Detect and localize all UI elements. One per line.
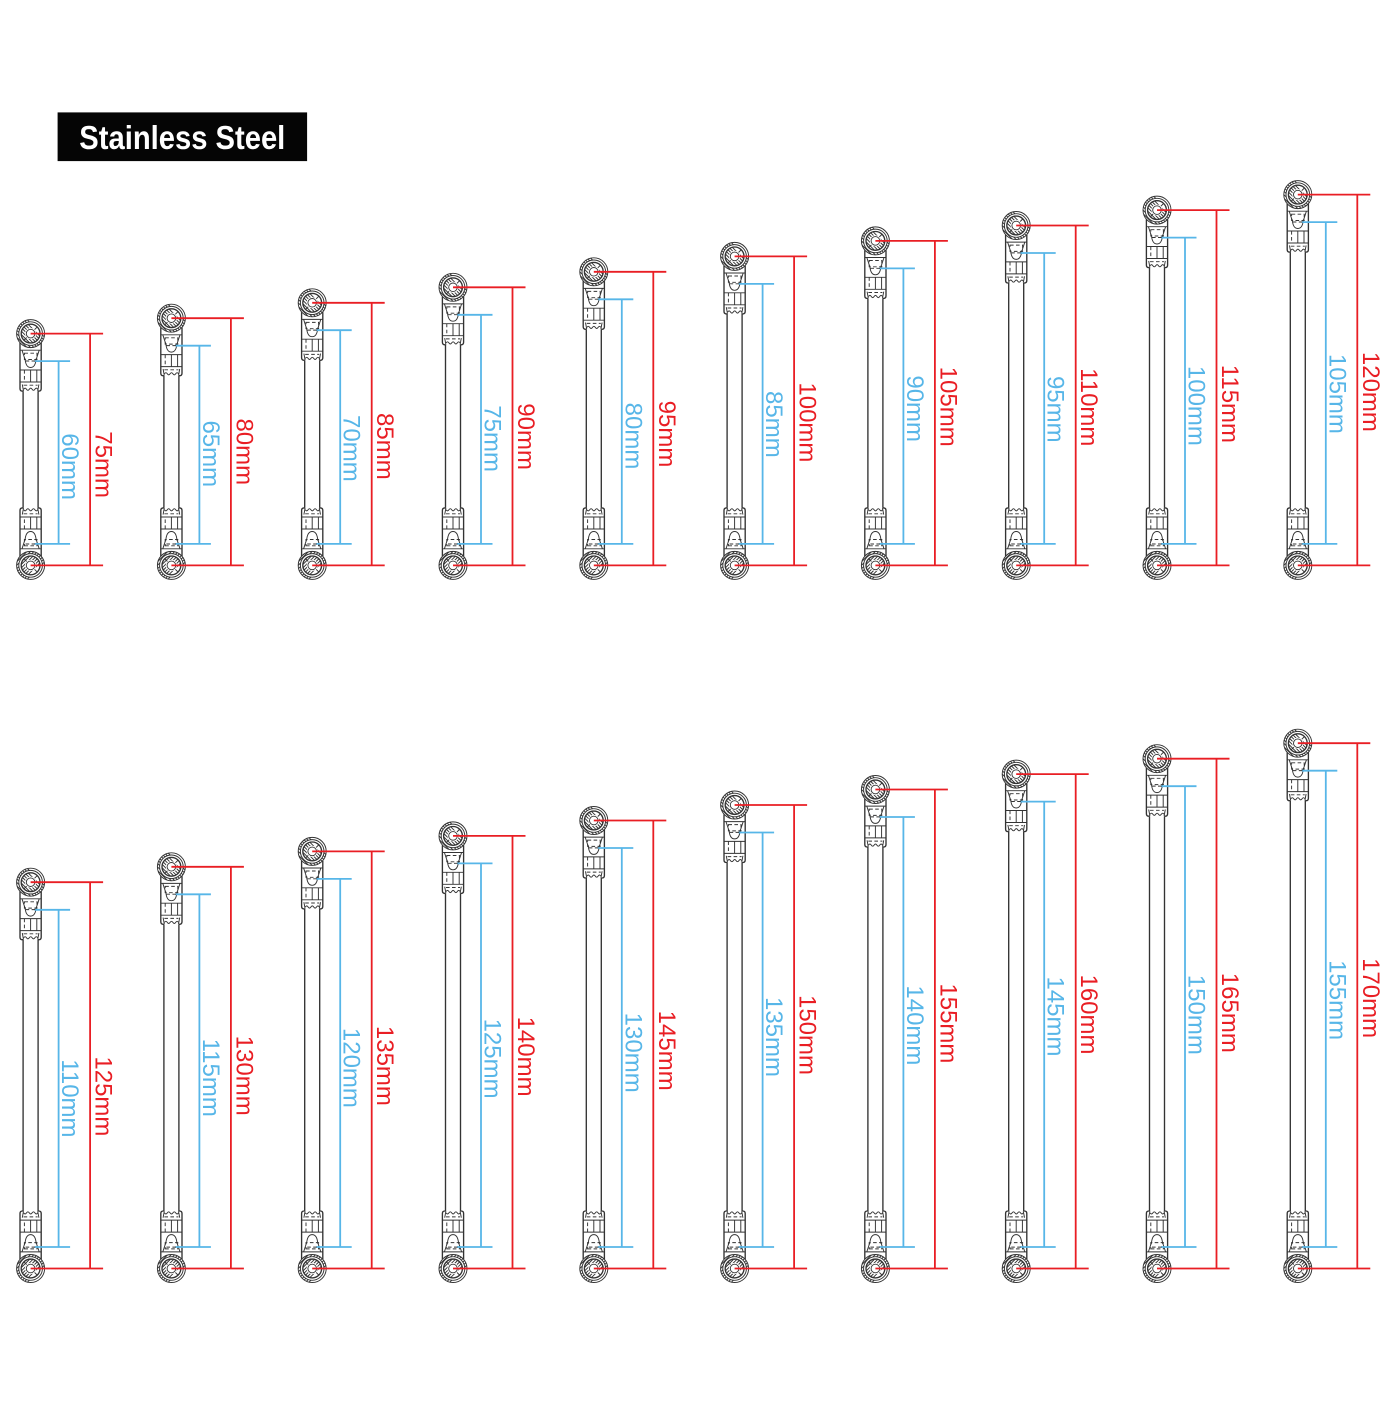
- svg-text:65mm: 65mm: [197, 420, 224, 487]
- svg-text:110mm: 110mm: [1075, 368, 1102, 446]
- svg-text:100mm: 100mm: [1183, 366, 1210, 446]
- svg-text:150mm: 150mm: [794, 995, 821, 1075]
- svg-text:105mm: 105mm: [934, 367, 961, 447]
- svg-text:165mm: 165mm: [1216, 973, 1243, 1053]
- svg-text:155mm: 155mm: [1323, 960, 1350, 1040]
- svg-text:135mm: 135mm: [760, 997, 787, 1077]
- svg-text:60mm: 60mm: [56, 433, 83, 500]
- svg-text:115mm: 115mm: [197, 1039, 224, 1117]
- svg-text:80mm: 80mm: [619, 403, 646, 470]
- svg-text:80mm: 80mm: [230, 418, 257, 485]
- svg-text:90mm: 90mm: [512, 403, 539, 470]
- svg-text:135mm: 135mm: [371, 1026, 398, 1106]
- svg-text:Stainless Steel: Stainless Steel: [79, 119, 285, 156]
- svg-text:130mm: 130mm: [619, 1013, 646, 1093]
- svg-text:145mm: 145mm: [653, 1011, 680, 1091]
- svg-text:90mm: 90mm: [901, 375, 928, 442]
- svg-text:125mm: 125mm: [479, 1019, 506, 1099]
- svg-text:85mm: 85mm: [760, 391, 787, 458]
- svg-text:100mm: 100mm: [794, 382, 821, 462]
- svg-text:95mm: 95mm: [1042, 376, 1069, 443]
- svg-text:120mm: 120mm: [1357, 352, 1384, 432]
- svg-text:160mm: 160mm: [1075, 974, 1102, 1054]
- svg-text:140mm: 140mm: [512, 1017, 539, 1097]
- svg-text:95mm: 95mm: [653, 401, 680, 468]
- svg-text:70mm: 70mm: [338, 415, 365, 482]
- svg-text:110mm: 110mm: [56, 1059, 83, 1137]
- svg-text:155mm: 155mm: [934, 983, 961, 1063]
- svg-text:140mm: 140mm: [901, 985, 928, 1065]
- svg-text:85mm: 85mm: [371, 413, 398, 480]
- svg-text:125mm: 125mm: [90, 1056, 117, 1136]
- svg-text:75mm: 75mm: [479, 405, 506, 472]
- svg-text:115mm: 115mm: [1216, 365, 1243, 443]
- svg-text:170mm: 170mm: [1357, 958, 1384, 1038]
- svg-text:130mm: 130mm: [230, 1036, 257, 1116]
- svg-text:75mm: 75mm: [90, 431, 117, 498]
- svg-text:150mm: 150mm: [1183, 975, 1210, 1055]
- svg-text:105mm: 105mm: [1323, 354, 1350, 434]
- svg-text:120mm: 120mm: [338, 1028, 365, 1108]
- svg-text:145mm: 145mm: [1042, 976, 1069, 1056]
